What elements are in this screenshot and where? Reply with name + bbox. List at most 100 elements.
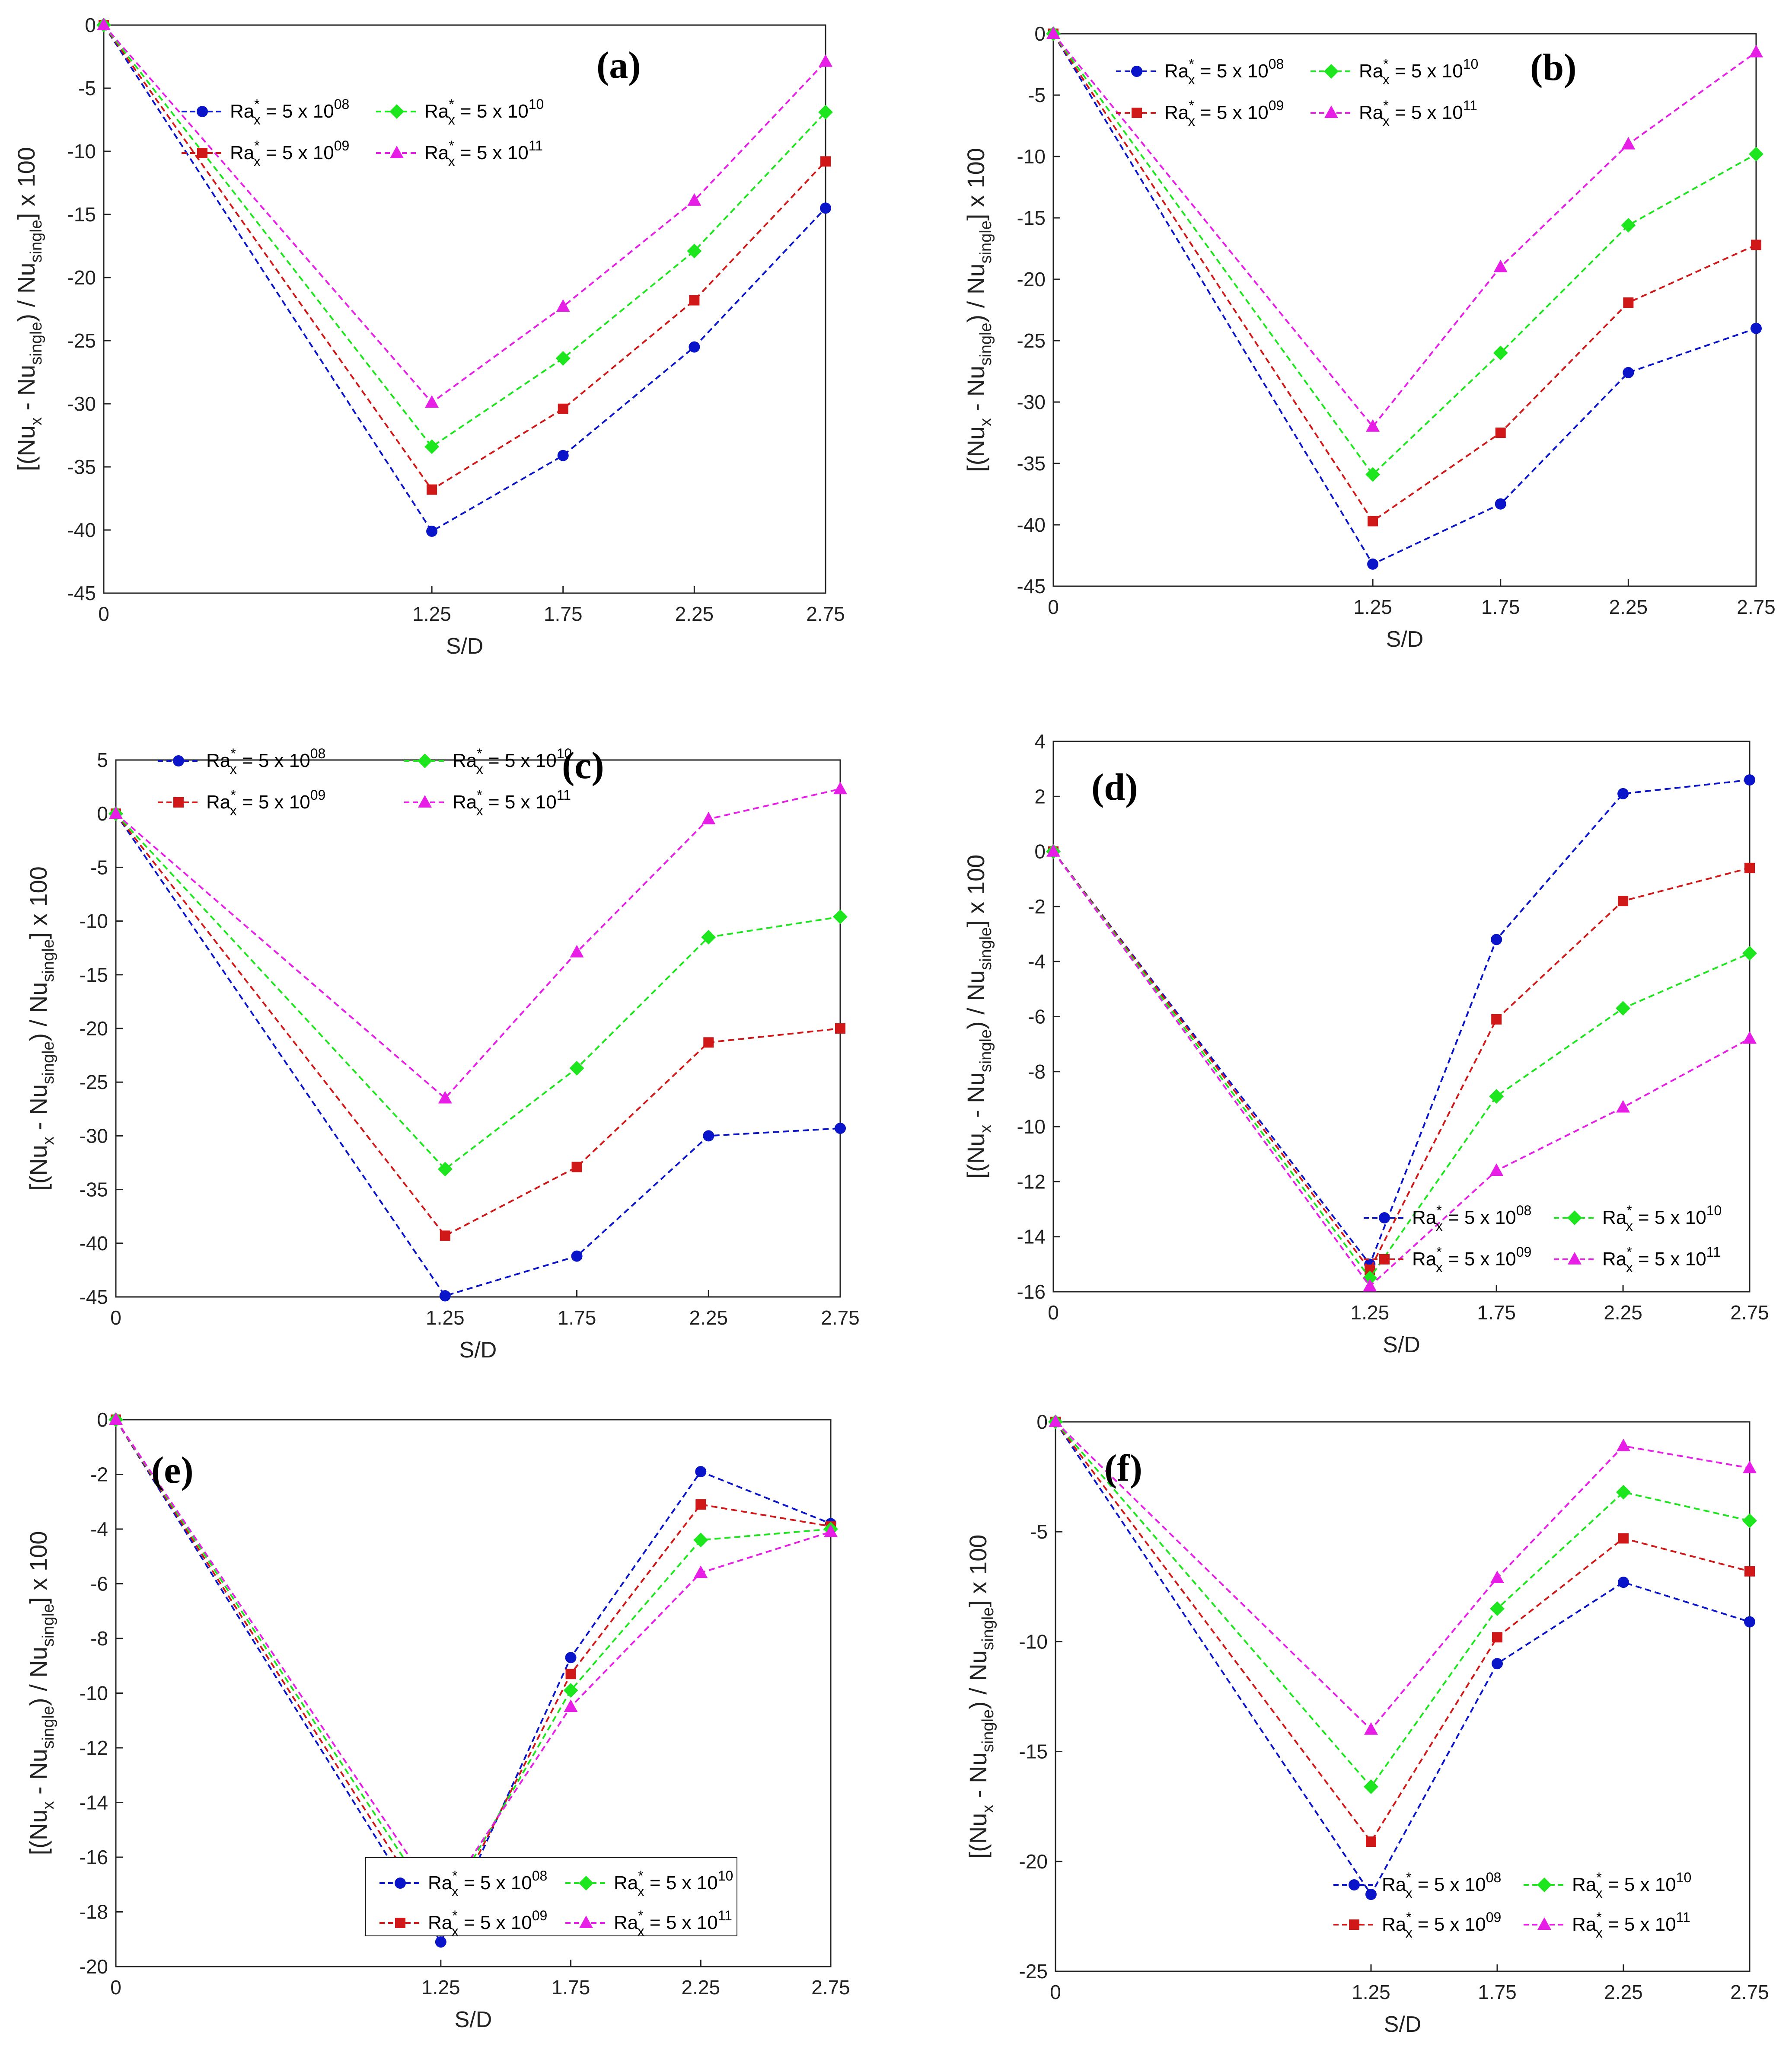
y-tick-label: -40 (80, 1232, 108, 1255)
x-tick-label: 0 (98, 603, 109, 625)
series-line (1055, 1421, 1750, 1843)
legend-label: Ra* x = 5 x 1008 (1382, 1870, 1501, 1901)
data-point (703, 1037, 714, 1048)
chart-panel: 0-2-4-6-8-10-12-14-16-18-200 1.25 1.75 2.25… (25, 1408, 850, 2032)
data-point (570, 945, 584, 958)
data-point (435, 1936, 446, 1948)
x-tick-label: 1.25 (1352, 1981, 1390, 2003)
y-tick-label: -20 (1017, 268, 1046, 291)
data-point (1492, 1658, 1503, 1670)
data-point (1616, 1485, 1631, 1500)
data-point (564, 1699, 578, 1712)
x-axis-label: S/D (446, 634, 484, 659)
data-point (440, 1230, 450, 1241)
legend-marker (1324, 105, 1338, 118)
panel-label: (d) (1091, 766, 1138, 808)
x-tick-label: 2.75 (1730, 1301, 1769, 1324)
y-tick-label: -5 (1028, 84, 1046, 106)
data-point (1742, 1513, 1757, 1528)
y-tick-label: -45 (67, 582, 96, 604)
data-point (689, 295, 700, 306)
y-tick-label: -8 (1028, 1060, 1046, 1083)
x-tick-label: 2.25 (1609, 596, 1648, 618)
y-tick-label: -25 (67, 329, 96, 352)
data-point (1049, 1415, 1062, 1427)
panel-label: (e) (151, 1450, 194, 1491)
data-point (556, 299, 570, 312)
legend-marker (173, 797, 184, 808)
panel-label: (a) (596, 45, 641, 86)
y-tick-label: -10 (1019, 1630, 1048, 1653)
legend-marker (418, 795, 432, 808)
chart-panel: 420-2-4-6-8-10-12-14-160 1.25 1.75 2.25 2.75… (962, 730, 1769, 1357)
y-tick-label: -18 (80, 1901, 108, 1923)
y-tick-label: -35 (80, 1178, 108, 1201)
y-axis-label: [(Nux - Nusingle) / Nusingle] x 100 (962, 855, 995, 1179)
plot-frame (115, 759, 841, 1298)
data-point (426, 525, 438, 537)
legend: Ra* x = 5 x 1008 Ra* x = 5 x 1009 Ra* x = 5 x… (158, 746, 572, 818)
x-axis-label: S/D (1383, 1332, 1420, 1357)
y-tick-label: 4 (1034, 730, 1046, 753)
legend: Ra* x = 5 x 1008 Ra* x = 5 x 1009 Ra* x = 5 x… (1116, 56, 1478, 129)
x-tick-label: 2.75 (806, 603, 845, 625)
legend-marker (1324, 64, 1339, 79)
y-tick-label: -16 (1017, 1280, 1046, 1303)
y-tick-label: -25 (1017, 329, 1046, 352)
y-tick-label: -15 (67, 203, 96, 226)
data-point (1365, 1889, 1377, 1900)
legend-marker (1131, 66, 1142, 77)
x-tick-label: 2.75 (1737, 596, 1776, 618)
legend-marker (1132, 108, 1142, 118)
data-point (1046, 844, 1060, 857)
data-point (571, 1250, 583, 1262)
x-tick-label: 2.25 (1604, 1301, 1642, 1324)
legend-marker (1567, 1210, 1582, 1225)
y-tick-label: -5 (78, 77, 96, 99)
y-tick-label: -5 (1030, 1520, 1048, 1543)
data-point (1490, 1601, 1505, 1616)
data-point (1751, 323, 1762, 334)
data-point (1617, 1438, 1630, 1451)
series-line (1052, 33, 1757, 476)
series-line (1052, 33, 1757, 428)
y-tick-label: -6 (90, 1573, 108, 1595)
data-point (1751, 239, 1761, 250)
data-point (1744, 1616, 1755, 1628)
y-axis-label: [(Nux - Nusingle) / Nusingle] x 100 (25, 866, 57, 1191)
x-tick-label: 2.25 (682, 1976, 721, 1999)
x-tick-label: 1.75 (1481, 596, 1520, 618)
data-point (1364, 1779, 1378, 1794)
data-point (1623, 297, 1634, 308)
data-point (1744, 862, 1755, 873)
plot-frame (103, 24, 826, 594)
y-tick-label: -12 (1017, 1170, 1046, 1193)
y-tick-label: 0 (85, 14, 96, 36)
y-axis-label: [(Nux - Nusingle) / Nusingle] x 100 (13, 147, 45, 471)
data-point (689, 341, 700, 353)
x-tick-label: 1.25 (1351, 1301, 1390, 1324)
legend-frame (365, 1857, 737, 1936)
y-tick-label: -10 (1017, 1115, 1046, 1138)
data-point (1742, 946, 1757, 961)
legend-marker (197, 148, 207, 158)
chart-panel: 0-5-10-15-20-250 1.25 1.75 2.25 2.75S/D[(Nux… (964, 1411, 1769, 2037)
data-point (820, 156, 831, 167)
data-point (1744, 1566, 1755, 1577)
data-point (438, 1091, 452, 1104)
data-point (97, 18, 111, 30)
x-tick-label: 1.75 (558, 1306, 596, 1329)
legend-label: Ra* x = 5 x 1009 (206, 787, 325, 818)
data-point (557, 450, 569, 461)
legend-label: Ra* x = 5 x 1008 (1412, 1203, 1531, 1234)
data-point (1368, 516, 1378, 527)
legend-marker (1349, 1879, 1360, 1890)
data-point (687, 243, 702, 259)
legend-label: Ra* x = 5 x 1009 (1412, 1244, 1531, 1275)
x-tick-label: 1.25 (421, 1976, 460, 1999)
x-axis-label: S/D (1386, 627, 1424, 652)
x-tick-label: 1.75 (1477, 1301, 1516, 1324)
y-tick-label: -5 (90, 856, 108, 878)
data-point (693, 1533, 708, 1548)
